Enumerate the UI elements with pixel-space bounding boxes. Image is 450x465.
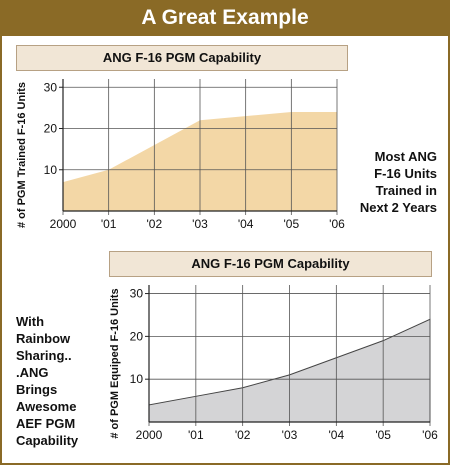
left-note-line: AEF PGM [16,416,76,431]
left-note-line: Awesome [16,399,77,414]
left-note: With Rainbow Sharing.. .ANG Brings Awesome AEF… [16,313,106,449]
x-tick-label: '06 [329,217,345,231]
left-note-line: .ANG [16,365,49,380]
y-tick-label: 10 [130,372,144,386]
y-tick-label: 30 [130,287,144,301]
right-note-line: Trained in [375,183,437,198]
x-tick-label: '01 [188,428,204,442]
x-tick-label: '03 [192,217,208,231]
x-tick-label: '06 [422,428,438,442]
x-tick-label: '04 [238,217,254,231]
right-note-line: F-16 Units [374,166,437,181]
banner-title: A Great Example [141,6,309,29]
left-note-line: Brings [16,382,58,397]
left-note-line: Capability [16,433,79,448]
chart1: 10 20 30 2000 '01 '02 '03 '04 '05 '06 # of PGM Tra… [16,79,345,231]
right-note-line: Next 2 Years [359,200,437,215]
x-tick-label: '05 [284,217,300,231]
x-tick-label: '02 [235,428,251,442]
x-tick-label: 2000 [50,217,77,231]
left-note-line: With [16,314,45,329]
left-note-line: Rainbow [16,331,71,346]
y-axis-label: # of PGM Equiped F-16 Units [109,288,121,438]
banner: A Great Example [2,2,448,36]
x-tick-label: '01 [101,217,117,231]
right-note-line: Most ANG [374,149,437,164]
x-tick-label: '04 [329,428,345,442]
y-tick-label: 10 [44,163,58,177]
x-tick-label: '02 [147,217,163,231]
x-tick-label: '05 [375,428,391,442]
y-tick-label: 20 [44,122,58,136]
y-tick-label: 20 [130,329,144,343]
chart2-title: ANG F-16 PGM Capability [109,251,432,277]
y-tick-label: 30 [44,80,58,94]
left-note-line: Sharing.. [16,348,72,363]
chart1-title: ANG F-16 PGM Capability [16,45,348,71]
y-axis-label: # of PGM Trained F-16 Units [16,82,28,228]
x-tick-label: '03 [282,428,298,442]
chart2: 10 20 30 2000 '01 '02 '03 '04 '05 '06 # of PGM Equ… [109,285,438,442]
x-tick-label: 2000 [136,428,163,442]
right-note: Most ANG F-16 Units Trained in Next 2 Years [345,148,437,216]
